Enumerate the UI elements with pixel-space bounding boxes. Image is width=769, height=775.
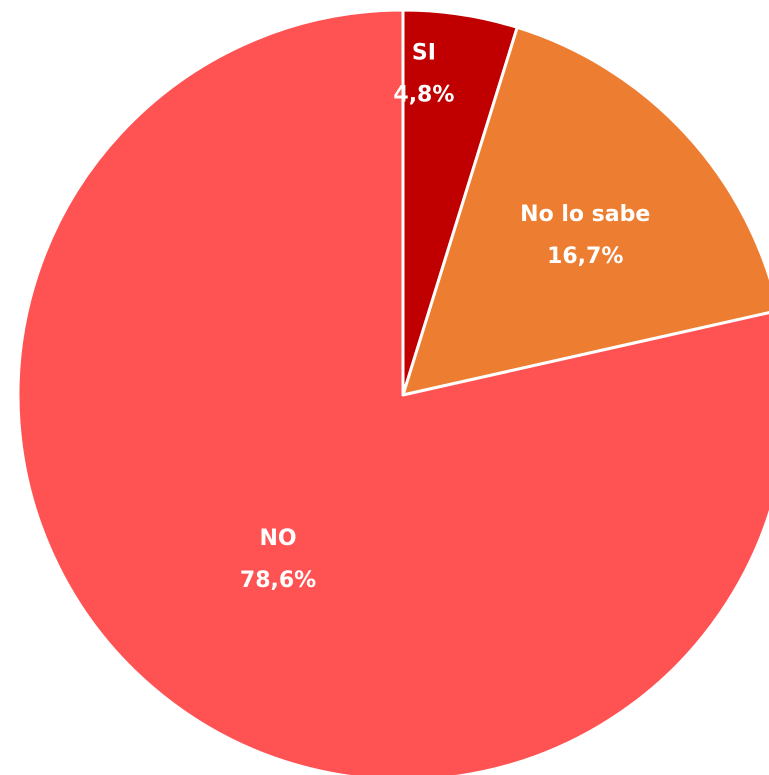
pie-label-category: NO bbox=[259, 526, 296, 551]
pie-label-category: SI bbox=[412, 41, 436, 66]
pie-label-percent: 78,6% bbox=[240, 568, 316, 593]
pie-label-no-lo-sabe: No lo sabe 16,7% bbox=[520, 202, 650, 269]
pie-label-percent: 4,8% bbox=[393, 83, 454, 108]
pie-label-category: No lo sabe bbox=[520, 202, 650, 227]
pie-label-si: SI 4,8% bbox=[393, 41, 454, 108]
pie-slice-no bbox=[16, 8, 769, 775]
pie-slice-no-lo-sabe bbox=[401, 25, 769, 397]
pie-labels: SI 4,8% No lo sabe 16,7% NO 78,6% bbox=[240, 41, 650, 594]
pie-label-no: NO 78,6% bbox=[240, 526, 316, 593]
pie-slices bbox=[16, 8, 769, 775]
pie-label-percent: 16,7% bbox=[547, 244, 623, 269]
